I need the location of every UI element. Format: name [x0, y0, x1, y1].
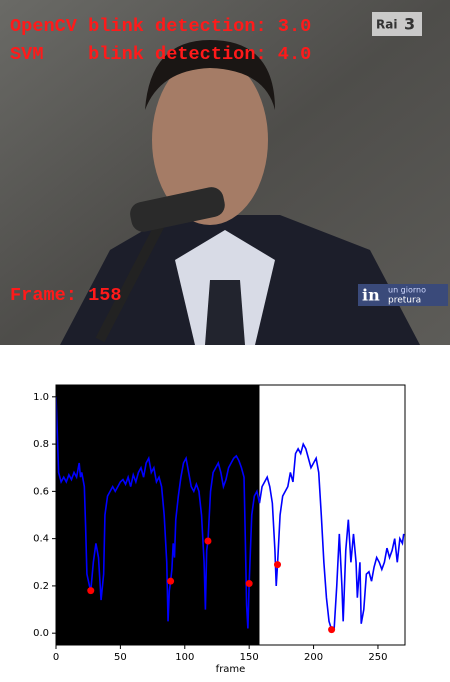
x-tick-label: 100: [175, 652, 194, 663]
video-frame: Rai 3 in un giorno pretura OpenCV blink …: [0, 0, 450, 345]
data-line: [56, 396, 405, 631]
hair: [145, 40, 275, 110]
x-tick-label: 250: [368, 652, 387, 663]
y-tick-label: 0.8: [33, 439, 49, 450]
x-tick-label: 0: [53, 652, 59, 663]
y-tick-label: 1.0: [33, 392, 49, 403]
banner-small: un giorno: [388, 286, 426, 295]
microphone: [130, 187, 225, 232]
logo-box: [372, 12, 422, 36]
x-tick-label: 50: [114, 652, 127, 663]
logo-number: 3: [404, 15, 415, 34]
y-tick-label: 0.0: [33, 628, 49, 639]
x-tick-label: 200: [304, 652, 323, 663]
chart: 0.0 0.2 0.4 0.6 0.8 1.0 0 50 100 150 200 250 frame: [33, 384, 406, 675]
face: [152, 55, 268, 225]
shaded-region: [56, 385, 260, 645]
blink-marker: [274, 561, 282, 569]
y-tick-label: 0.6: [33, 486, 49, 497]
blink-marker: [167, 577, 175, 585]
y-tick-label: 0.2: [33, 581, 49, 592]
banner: [358, 284, 448, 306]
x-axis-label: frame: [216, 664, 246, 675]
overlay-text: OpenCV blink detection: 3.0: [10, 16, 311, 37]
mic-stand: [95, 212, 170, 343]
x-tick-label: 150: [240, 652, 259, 663]
blink-marker: [87, 587, 95, 595]
y-tick-label: 0.4: [33, 534, 49, 545]
logo: Rai: [376, 18, 397, 32]
banner-big: in: [362, 286, 380, 305]
tie: [205, 280, 245, 345]
blink-marker: [245, 580, 253, 588]
plot-frame: [55, 384, 406, 646]
blink-marker: [204, 537, 212, 545]
blink-marker: [328, 626, 336, 634]
overlay-text: SVM blink detection: 4.0: [10, 44, 311, 65]
banner-small: pretura: [388, 296, 421, 306]
frame-label: Frame: 158: [10, 285, 122, 306]
